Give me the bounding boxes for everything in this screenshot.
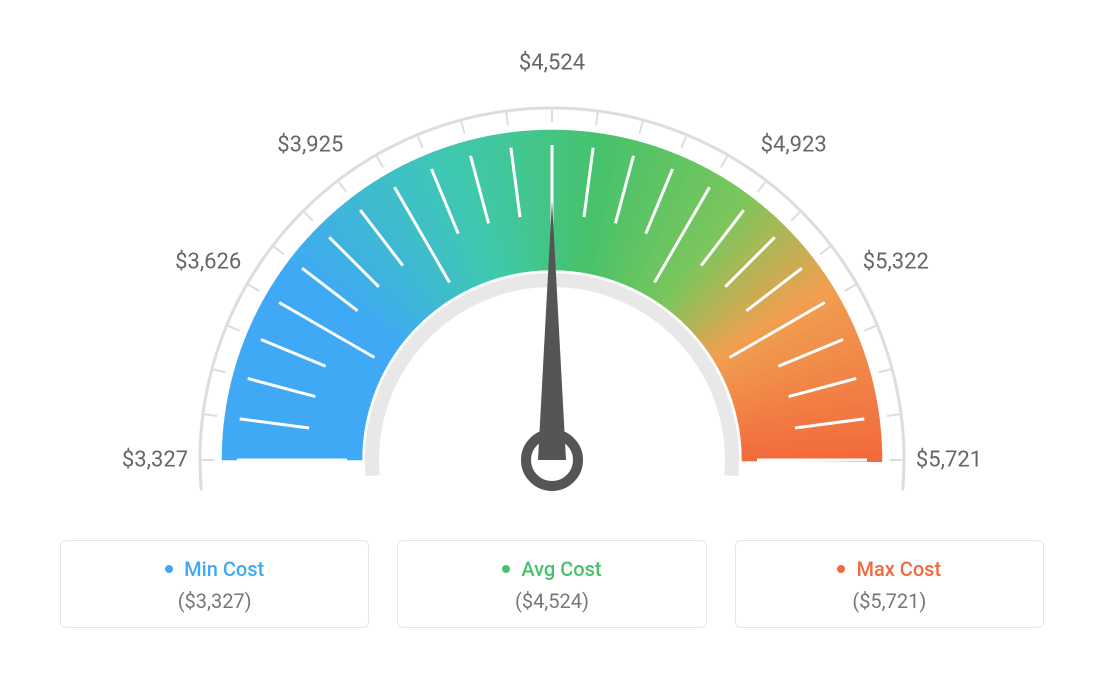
max-cost-value: ($5,721) (746, 589, 1033, 613)
avg-cost-value: ($4,524) (408, 589, 695, 613)
gauge-tick-label: $3,626 (175, 249, 241, 274)
gauge-tick-label: $3,925 (277, 133, 343, 158)
min-cost-dot-icon (165, 565, 173, 573)
min-cost-value: ($3,327) (71, 589, 358, 613)
gauge-tick-label: $3,327 (122, 448, 188, 473)
avg-cost-label: Avg Cost (521, 557, 601, 581)
max-cost-card: Max Cost ($5,721) (735, 540, 1044, 628)
max-cost-dot-icon (837, 565, 845, 573)
avg-cost-title: Avg Cost (408, 557, 695, 581)
gauge-chart: $3,327 $3,626 $3,925 $4,524 $4,923 $5,322 $5,7… (0, 0, 1104, 520)
avg-cost-card: Avg Cost ($4,524) (397, 540, 706, 628)
min-cost-card: Min Cost ($3,327) (60, 540, 369, 628)
avg-cost-dot-icon (502, 565, 510, 573)
gauge-tick-label: $4,524 (519, 51, 585, 76)
max-cost-title: Max Cost (746, 557, 1033, 581)
gauge-tick-label: $5,721 (916, 448, 982, 473)
min-cost-label: Min Cost (184, 557, 264, 581)
gauge-tick-label: $5,322 (863, 249, 929, 274)
min-cost-title: Min Cost (71, 557, 358, 581)
gauge-tick-label: $4,923 (761, 133, 827, 158)
gauge-svg (0, 0, 1104, 520)
cost-cards-row: Min Cost ($3,327) Avg Cost ($4,524) Max … (0, 520, 1104, 628)
max-cost-label: Max Cost (856, 557, 941, 581)
